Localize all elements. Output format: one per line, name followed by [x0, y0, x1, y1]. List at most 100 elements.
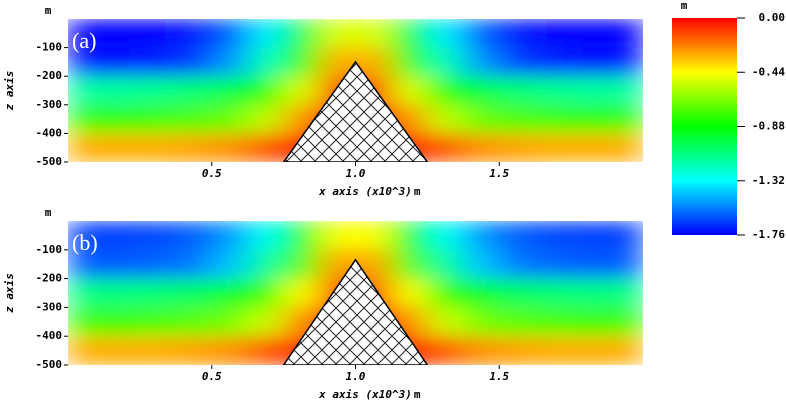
heat-cell — [247, 19, 285, 49]
heat-cell — [103, 249, 141, 280]
heat-cell — [319, 221, 356, 251]
heat-cell — [139, 249, 177, 280]
heat-cell — [499, 336, 536, 365]
heat-cell — [139, 19, 177, 49]
y-tick-label: -100 — [36, 243, 63, 256]
heat-cell — [68, 336, 105, 365]
heat-cell — [319, 19, 356, 49]
x-unit: m — [414, 185, 421, 198]
heat-cell — [391, 278, 428, 308]
heat-cell — [463, 104, 500, 134]
heat-cell — [607, 47, 643, 77]
heat-cell — [499, 278, 536, 308]
heat-cell — [463, 278, 500, 308]
x-tick-label: 0.5 — [202, 167, 222, 180]
heat-cell — [211, 221, 249, 251]
heat-cell — [247, 336, 285, 365]
heat-cell — [211, 336, 249, 365]
colorbar — [672, 18, 737, 235]
heat-cell — [211, 133, 249, 162]
heat-cell — [175, 278, 213, 308]
colorbar-tick-label: 0.00 — [759, 11, 786, 24]
panel: (a) -100 -200 -300 -400 -500 0.5 1.0 1.5 m z axis x… — [3, 4, 643, 198]
heat-cell — [427, 19, 464, 49]
heat-cell — [283, 278, 321, 308]
y-tick-label: -200 — [36, 69, 63, 82]
heat-cell — [283, 249, 321, 280]
y-tick-label: -500 — [36, 155, 63, 168]
heat-cell — [463, 249, 500, 280]
heat-cell — [607, 133, 643, 162]
heat-cell — [175, 47, 213, 77]
heat-cell — [499, 307, 536, 337]
y-axis-label: z axis — [3, 273, 16, 313]
heat-cell — [499, 76, 536, 106]
heat-cell — [103, 104, 141, 134]
heat-cell — [607, 221, 643, 251]
x-axis-label: x axis (x10^3) — [318, 185, 412, 198]
heat-cell — [68, 19, 105, 49]
colorbar-tick-label: -1.76 — [752, 228, 785, 241]
heat-cell — [391, 249, 428, 280]
heat-cell — [175, 307, 213, 337]
heat-cell — [427, 133, 464, 162]
heat-cell — [247, 307, 285, 337]
y-tick-label: -500 — [36, 358, 63, 371]
heat-cell — [68, 307, 105, 337]
heat-cell — [247, 76, 285, 106]
obstacle — [282, 60, 429, 162]
heat-cell — [103, 47, 141, 77]
heat-cell — [571, 336, 608, 365]
heat-cell — [139, 221, 177, 251]
heat-cell — [571, 278, 608, 308]
heat-cell — [463, 221, 500, 251]
heat-cell — [607, 104, 643, 134]
y-unit: m — [45, 206, 52, 219]
heat-cell — [571, 76, 608, 106]
heat-cell — [535, 104, 572, 134]
heat-cell — [68, 104, 105, 134]
heat-cell — [607, 278, 643, 308]
heat-cell — [535, 19, 572, 49]
heat-cell — [175, 221, 213, 251]
heat-cell — [247, 249, 285, 280]
heat-cell — [607, 249, 643, 280]
heat-cell — [571, 47, 608, 77]
heat-cell — [391, 19, 428, 49]
x-tick-label: 1.0 — [346, 370, 366, 383]
heat-cell — [499, 47, 536, 77]
heat-cell — [463, 47, 500, 77]
heat-cell — [571, 221, 608, 251]
heat-cell — [391, 221, 428, 251]
plot-area — [68, 221, 643, 365]
heat-cell — [211, 307, 249, 337]
heat-cell — [211, 19, 249, 49]
heat-cell — [499, 19, 536, 49]
heat-cell — [427, 104, 464, 134]
heat-cell — [499, 104, 536, 134]
heat-cell — [535, 249, 572, 280]
heat-cell — [355, 221, 392, 251]
heat-cell — [535, 47, 572, 77]
heat-cell — [247, 133, 285, 162]
heat-cell — [68, 76, 105, 106]
heat-cell — [175, 19, 213, 49]
heat-cell — [68, 133, 105, 162]
heat-cell — [391, 47, 428, 77]
heat-cell — [139, 336, 177, 365]
heat-cell — [427, 336, 464, 365]
heat-cell — [175, 76, 213, 106]
heat-cell — [139, 278, 177, 308]
heat-cell — [607, 19, 643, 49]
heat-cell — [571, 133, 608, 162]
x-tick-label: 1.5 — [489, 167, 509, 180]
heat-cell — [463, 336, 500, 365]
heat-cell — [499, 221, 536, 251]
heat-cell — [211, 104, 249, 134]
heat-cell — [68, 221, 105, 251]
heat-cell — [68, 47, 105, 77]
plot-area — [68, 19, 643, 162]
heat-cell — [607, 336, 643, 365]
heat-cell — [103, 19, 141, 49]
